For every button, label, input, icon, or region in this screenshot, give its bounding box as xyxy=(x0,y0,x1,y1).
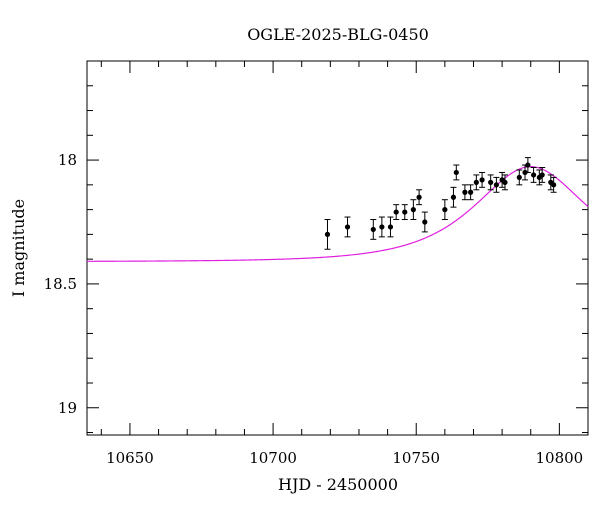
data-point xyxy=(401,204,408,221)
y-axis-label: I magnitude xyxy=(9,199,28,297)
data-point xyxy=(530,167,537,183)
data-point xyxy=(324,219,331,250)
data-point xyxy=(550,176,557,193)
x-axis-label: HJD - 2450000 xyxy=(278,475,398,494)
data-points xyxy=(324,157,557,250)
plot-area: 10650 10700 10750 10800 18 18.5 19 xyxy=(44,60,589,467)
point-marker xyxy=(402,209,408,215)
x-tick-label: 10700 xyxy=(249,449,297,467)
chart-title: OGLE-2025-BLG-0450 xyxy=(247,25,429,44)
data-point xyxy=(441,199,448,221)
axis-ticks xyxy=(87,60,589,435)
x-tick-label: 10650 xyxy=(106,449,154,467)
data-point xyxy=(461,184,468,201)
point-marker xyxy=(393,209,399,215)
point-marker xyxy=(442,207,448,213)
point-marker xyxy=(324,231,331,237)
data-point xyxy=(539,167,546,183)
data-point xyxy=(547,174,554,191)
data-point xyxy=(516,169,523,186)
data-point xyxy=(393,204,400,221)
point-marker xyxy=(370,226,376,233)
point-marker xyxy=(410,207,416,213)
y-tick-label: 18.5 xyxy=(44,275,77,293)
point-marker xyxy=(468,189,474,195)
point-marker xyxy=(379,224,385,230)
data-point xyxy=(479,171,486,188)
data-point xyxy=(487,174,494,191)
x-tick-label: 10800 xyxy=(536,449,584,467)
x-tick-label: 10750 xyxy=(392,449,440,467)
data-point xyxy=(501,174,508,191)
point-marker xyxy=(525,162,531,168)
point-marker xyxy=(531,172,537,178)
data-point xyxy=(450,186,457,208)
data-point xyxy=(410,199,417,221)
point-marker xyxy=(488,179,494,185)
y-tick-label: 18 xyxy=(58,151,77,169)
point-marker xyxy=(479,177,485,183)
point-marker xyxy=(453,169,459,176)
data-point xyxy=(378,216,385,238)
point-marker xyxy=(502,179,508,185)
data-point xyxy=(370,219,377,240)
data-point xyxy=(493,176,500,193)
point-marker xyxy=(422,219,428,225)
data-point xyxy=(421,211,428,233)
data-point xyxy=(524,157,531,173)
y-tick-label: 19 xyxy=(58,399,77,417)
data-point xyxy=(344,216,351,238)
data-point xyxy=(473,174,480,191)
point-marker xyxy=(387,224,394,230)
point-marker xyxy=(416,194,422,200)
point-marker xyxy=(539,172,545,178)
tick-labels: 10650 10700 10750 10800 18 18.5 19 xyxy=(44,151,584,467)
data-point xyxy=(453,164,460,181)
point-marker xyxy=(516,174,522,181)
point-marker xyxy=(473,179,479,185)
data-point xyxy=(467,184,474,201)
point-marker xyxy=(344,224,351,230)
data-point xyxy=(387,216,394,238)
point-marker xyxy=(493,182,499,188)
point-marker xyxy=(551,182,557,188)
model-curve xyxy=(86,166,589,262)
point-marker xyxy=(450,194,457,200)
data-point xyxy=(416,189,423,206)
plot-frame xyxy=(86,60,589,436)
point-marker xyxy=(462,189,468,195)
